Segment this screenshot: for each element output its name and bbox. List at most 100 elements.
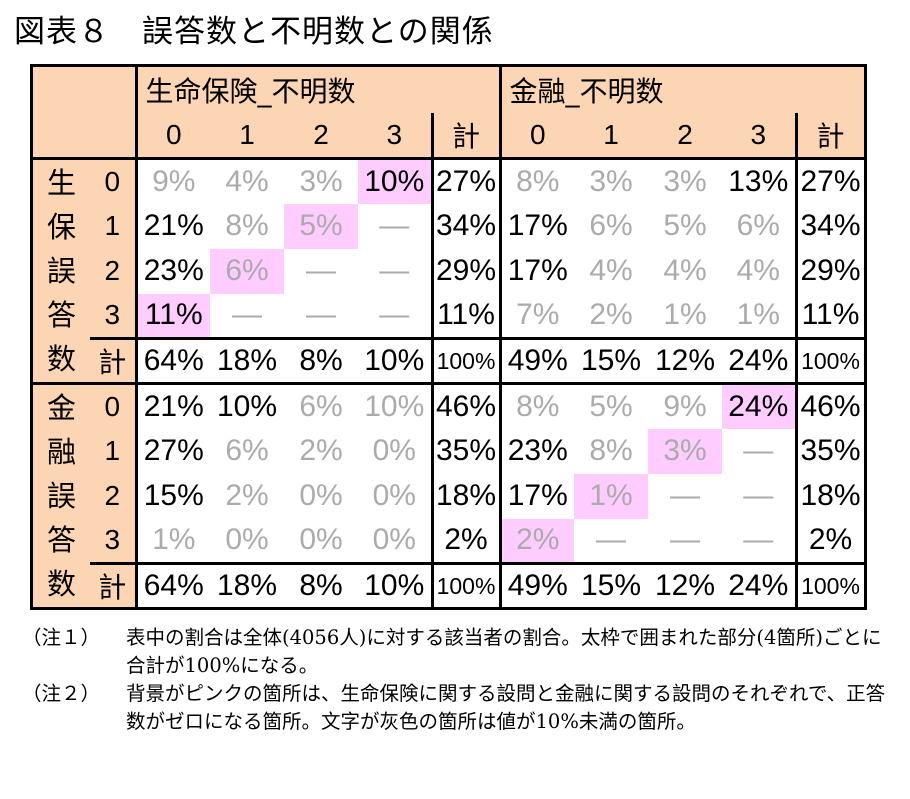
table-cell: 3% bbox=[648, 428, 723, 474]
group-header-life: 生命保険_不明数 bbox=[134, 64, 501, 113]
table-cell: — bbox=[743, 523, 774, 557]
table-row: 2 15% 2% 0% 0% 18% 17% 1% — —18% bbox=[32, 473, 867, 519]
table-cell: 35% bbox=[430, 428, 502, 474]
table-cell: — bbox=[232, 298, 263, 332]
table-cell: 100% bbox=[794, 562, 867, 610]
corner-cell bbox=[30, 64, 137, 159]
table-cell: 24% bbox=[722, 562, 797, 610]
table-cell: 29% bbox=[794, 248, 867, 294]
table-cell: 4% bbox=[736, 254, 780, 287]
table-cell: 15% bbox=[574, 562, 649, 610]
table-row: 計 64% 18% 8% 10% 100% 49% 15% 12% 24% 100% bbox=[32, 562, 867, 610]
row-label: 0 bbox=[90, 382, 138, 429]
table-cell: 2% bbox=[225, 479, 269, 512]
table-cell: 2% bbox=[794, 518, 867, 564]
table-cell: 64% bbox=[136, 337, 211, 385]
table-cell: 100% bbox=[430, 337, 502, 385]
table-cell: 49% bbox=[500, 337, 575, 385]
table-cell: 12% bbox=[648, 337, 723, 385]
table-cell: — bbox=[379, 298, 410, 332]
table-cell: 23% bbox=[507, 434, 568, 467]
table-cell: 23% bbox=[143, 254, 204, 287]
table-cell: — bbox=[670, 523, 701, 557]
table-cell: 5% bbox=[663, 209, 707, 242]
table-cell: 18% bbox=[210, 562, 285, 610]
table-cell: 1% bbox=[152, 523, 196, 557]
col-header-fin-1: 1 bbox=[574, 112, 649, 160]
col-header-life-0: 0 bbox=[134, 112, 211, 160]
table-cell: 21% bbox=[136, 382, 211, 429]
table-cell: 5% bbox=[284, 203, 359, 249]
row-label: 0 bbox=[90, 157, 138, 204]
row-label: 1 bbox=[90, 203, 138, 249]
table-cell: 10% bbox=[358, 337, 433, 385]
table-cell: 34% bbox=[794, 203, 867, 249]
table-cell: 4% bbox=[663, 254, 707, 287]
row-label: 2 bbox=[90, 248, 138, 294]
table-cell: 6% bbox=[736, 209, 780, 242]
table-cell: 1% bbox=[574, 473, 649, 519]
table-cell: 0% bbox=[299, 479, 343, 512]
table-cell: 8% bbox=[284, 562, 359, 610]
table-cell: 2% bbox=[589, 298, 633, 332]
table-cell: 1% bbox=[736, 298, 780, 332]
table-cell: 27% bbox=[794, 157, 867, 204]
table-cell: 3% bbox=[648, 157, 723, 204]
table-cell: 8% bbox=[500, 382, 575, 429]
table-cell: 46% bbox=[430, 382, 502, 429]
col-header-life-4: 計 bbox=[430, 112, 502, 160]
table-cell: 8% bbox=[284, 337, 359, 385]
col-header-fin-4: 計 bbox=[794, 112, 867, 160]
row-group-label: 生保誤答数 bbox=[30, 157, 91, 385]
table-cell: 18% bbox=[430, 473, 502, 519]
table-cell: 2% bbox=[500, 518, 575, 564]
table-cell: 9% bbox=[648, 382, 723, 429]
table-cell: 3% bbox=[284, 157, 359, 204]
table-cell: — bbox=[306, 298, 337, 332]
table-cell: 8% bbox=[589, 434, 633, 467]
table-cell: 8% bbox=[500, 157, 575, 204]
table-cell: 17% bbox=[507, 254, 568, 287]
table-cell: 18% bbox=[794, 473, 867, 519]
table-cell: 10% bbox=[358, 157, 433, 204]
table-cell: — bbox=[306, 254, 337, 287]
table-cell: 0% bbox=[225, 523, 269, 557]
row-label: 1 bbox=[90, 428, 138, 474]
table-cell: — bbox=[379, 254, 410, 287]
note-2-text: 背景がピンクの箇所は、生命保険に関する設問と金融に関する設問のそれぞれで、正答数… bbox=[126, 682, 886, 733]
table-cell: 24% bbox=[722, 337, 797, 385]
table-cell: 15% bbox=[574, 337, 649, 385]
row-label: 2 bbox=[90, 473, 138, 519]
table-cell: 11% bbox=[136, 293, 211, 339]
table-cell: — bbox=[596, 523, 627, 557]
table-cell: 4% bbox=[589, 254, 633, 287]
table-cell: 10% bbox=[358, 382, 433, 429]
note-1: （注１） 表中の割合は全体(4056人)に対する該当者の割合。太枠で囲まれた部分… bbox=[22, 624, 892, 680]
table-cell: 6% bbox=[589, 209, 633, 242]
page-title: 図表８ 誤答数と不明数との関係 bbox=[14, 14, 494, 50]
table-cell: 21% bbox=[143, 209, 204, 242]
table-cell: 1% bbox=[663, 298, 707, 332]
col-header-life-2: 2 bbox=[284, 112, 359, 160]
table-cell: 0% bbox=[372, 479, 416, 512]
table-row: 計 64% 18% 8% 10% 100% 49% 15% 12% 24% 100% bbox=[32, 337, 867, 385]
table-row: 1 21% 8% 5% —34% 17% 6% 5% 6% 34% bbox=[32, 203, 867, 249]
table-row: 1 27% 6% 2% 0% 35% 23% 8% 3% —35% bbox=[32, 428, 867, 474]
table-cell: 10% bbox=[210, 382, 285, 429]
row-label: 3 bbox=[90, 293, 138, 339]
table-cell: 46% bbox=[794, 382, 867, 429]
row-group-label: 金融誤答数 bbox=[30, 382, 91, 610]
table-cell: 17% bbox=[507, 479, 568, 512]
table-cell: 3% bbox=[574, 157, 649, 204]
table-cell: 27% bbox=[143, 434, 204, 467]
col-header-fin-3: 3 bbox=[722, 112, 797, 160]
table-cell: 11% bbox=[430, 293, 502, 339]
col-header-fin-2: 2 bbox=[648, 112, 723, 160]
note-2: （注２） 背景がピンクの箇所は、生命保険に関する設問と金融に関する設問のそれぞれ… bbox=[22, 680, 892, 736]
table-cell: 100% bbox=[794, 337, 867, 385]
table-cell: 9% bbox=[136, 157, 211, 204]
table-cell: 0% bbox=[372, 434, 416, 467]
table-cell: — bbox=[379, 209, 410, 242]
table-cell: 8% bbox=[225, 209, 269, 242]
